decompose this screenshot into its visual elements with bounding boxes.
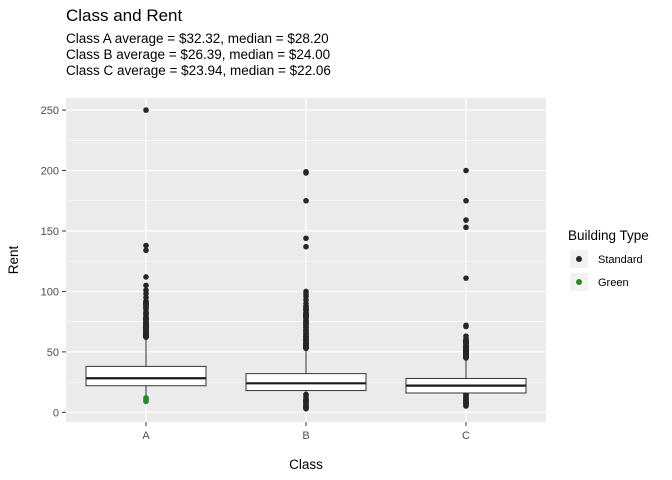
outlier-point: [303, 197, 309, 204]
outlier-point: [303, 405, 309, 412]
outlier-point: [303, 398, 309, 404]
outlier-point: [143, 274, 149, 280]
box-layer: [85, 107, 527, 412]
outlier-point: [303, 170, 309, 176]
outlier-point: [303, 392, 309, 398]
subtitle-line-a: Class A average = $32.32, median = $28.2…: [66, 31, 329, 46]
x-axis-title: Class: [289, 457, 323, 472]
outlier-point: [143, 325, 149, 332]
outlier-point: [143, 247, 149, 254]
legend-swatch-green: [576, 279, 582, 285]
y-tick-label: 50: [47, 347, 59, 359]
outlier-point: [463, 224, 469, 231]
outlier-point: [303, 329, 309, 336]
outlier-point: [463, 397, 469, 404]
box-body: [245, 373, 367, 392]
outlier-point: [303, 323, 309, 330]
y-tick-label: 0: [53, 407, 59, 419]
outlier-point: [303, 343, 309, 350]
legend-swatch-standard: [576, 256, 582, 262]
outlier-point: [303, 235, 309, 242]
subtitle-line-b: Class B average = $26.39, median = $24.0…: [66, 47, 330, 62]
outlier-point: [463, 197, 469, 204]
x-tick-label: C: [462, 430, 470, 442]
y-tick-labels: 0 50 100 150 200 250: [41, 105, 66, 419]
legend-title: Building Type: [568, 228, 649, 243]
outlier-point: [143, 107, 149, 113]
green-point: [143, 395, 149, 401]
y-tick-label: 100: [41, 286, 59, 298]
outlier-point: [303, 303, 309, 310]
outlier-point: [143, 282, 149, 289]
outlier-point: [463, 337, 469, 343]
x-tick-label: B: [302, 430, 309, 442]
y-tick-label: 200: [41, 166, 59, 178]
box-B: [245, 168, 367, 412]
outlier-point: [143, 304, 149, 311]
outlier-point: [463, 354, 469, 360]
box-A: [85, 107, 207, 405]
outlier-point: [143, 316, 149, 323]
x-tick-label: A: [142, 430, 150, 442]
outlier-point: [143, 334, 149, 340]
outlier-point: [303, 313, 309, 319]
subtitle-line-c: Class C average = $23.94, median = $22.0…: [66, 63, 331, 78]
box-C: [405, 167, 527, 409]
y-tick-label: 150: [41, 226, 59, 238]
legend: Building Type Standard Green: [568, 228, 649, 291]
x-tick-labels: A B C: [142, 422, 470, 442]
box-body: [85, 365, 207, 387]
legend-label-standard: Standard: [598, 254, 643, 266]
outlier-point: [463, 323, 469, 330]
outlier-point: [463, 275, 469, 281]
outlier-point: [463, 392, 469, 399]
outlier-point: [463, 349, 469, 356]
y-tick-label: 250: [41, 105, 59, 117]
outlier-point: [143, 242, 149, 249]
legend-label-green: Green: [598, 277, 629, 289]
outlier-point: [463, 345, 469, 352]
y-axis-title: Rent: [6, 246, 21, 275]
outlier-point: [463, 167, 469, 174]
outlier-point: [303, 243, 309, 250]
outlier-point: [463, 217, 469, 223]
chart-title: Class and Rent: [66, 6, 183, 25]
